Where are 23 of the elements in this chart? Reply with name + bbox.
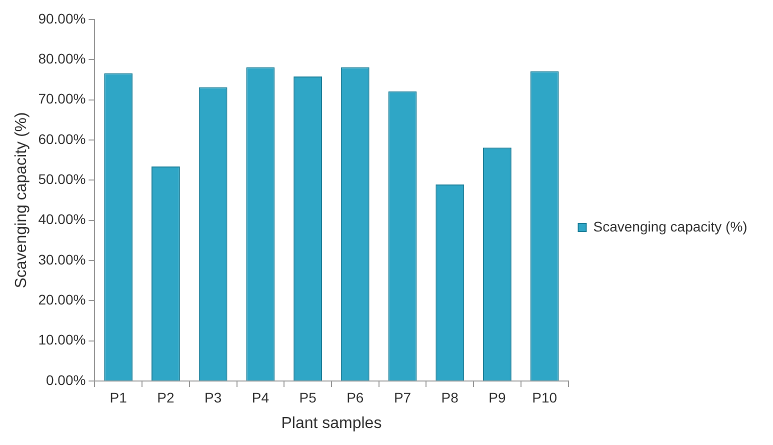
- x-tick-label: P9: [488, 389, 506, 406]
- y-tick-label: 10.00%: [38, 332, 86, 348]
- y-tick-label: 90.00%: [38, 10, 86, 26]
- y-tick-label: 60.00%: [38, 130, 86, 147]
- legend-label: Scavenging capacity (%): [593, 218, 748, 234]
- y-tick-label: 80.00%: [38, 50, 86, 66]
- y-tick-label: 20.00%: [38, 292, 86, 308]
- x-tick-label: P2: [157, 389, 174, 406]
- x-tick-label: P4: [252, 389, 270, 406]
- x-tick-label: P1: [110, 389, 128, 406]
- x-tick-label: P8: [441, 389, 459, 406]
- y-axis-title: Scavenging capacity (%): [13, 112, 30, 288]
- x-tick-label: P7: [394, 389, 412, 406]
- y-tick-label: 40.00%: [38, 211, 86, 228]
- y-tick-label: 50.00%: [38, 170, 86, 187]
- x-tick-label: P10: [532, 389, 558, 406]
- x-tick-label: P5: [299, 389, 317, 406]
- y-tick-label: 70.00%: [38, 90, 86, 107]
- x-axis-title: Plant samples: [281, 414, 382, 432]
- y-tick-label: 30.00%: [38, 251, 86, 268]
- x-tick-label: P6: [346, 389, 364, 406]
- x-tick-label: P3: [204, 389, 222, 406]
- y-tick-label: 0.00%: [46, 372, 86, 388]
